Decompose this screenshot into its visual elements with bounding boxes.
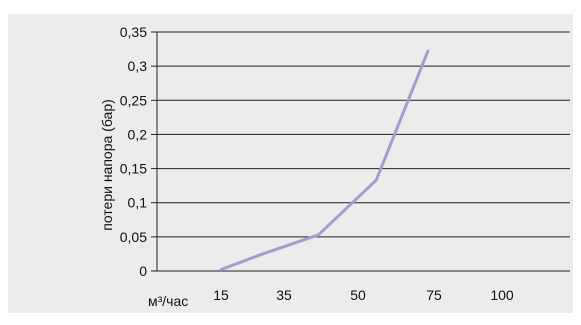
y-tick-label: 0: [139, 263, 147, 279]
y-axis-label: потери напора (бар): [99, 99, 115, 231]
pressure-loss-chart: 0 0,05 0,1 0,15 0,2 0,25 0,3 0,35 15 35 50 75 100 п…: [99, 24, 570, 309]
y-tick-label: 0,05: [120, 229, 147, 245]
y-tick-label: 0,25: [120, 92, 147, 108]
series-line-0: [219, 49, 430, 272]
y-tick-label: 0,2: [128, 126, 148, 142]
y-tick-label: 0,1: [128, 195, 148, 211]
x-tick-label: 35: [276, 287, 292, 303]
x-tick-label: 75: [426, 287, 442, 303]
chart-panel: 0 0,05 0,1 0,15 0,2 0,25 0,3 0,35 15 35 50 75 100 п…: [8, 14, 573, 313]
y-tick-label: 0,3: [128, 58, 148, 74]
x-tick-label: 15: [213, 287, 229, 303]
x-tick-label: 100: [490, 287, 514, 303]
x-tick-label: 50: [350, 287, 366, 303]
x-axis-label: м³/час: [148, 293, 188, 309]
y-tick-label: 0,35: [120, 24, 147, 40]
y-tick-label: 0,15: [120, 161, 147, 177]
